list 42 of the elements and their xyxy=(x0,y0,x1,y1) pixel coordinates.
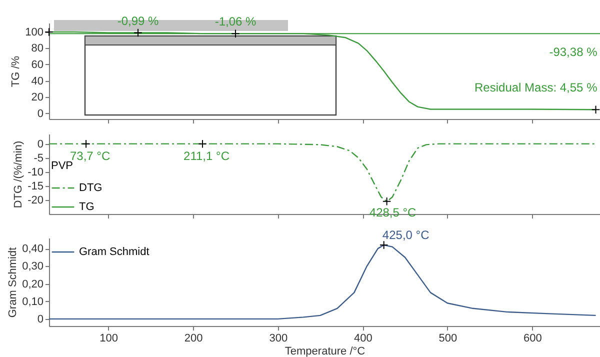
annotation: 211,1 °C xyxy=(184,148,230,163)
point xyxy=(134,28,142,38)
y-tick-label: -15 xyxy=(28,180,44,192)
legend-title: PVP xyxy=(51,160,74,172)
annotation: Residual Mass: 4,55 % xyxy=(474,80,598,94)
y-tick-label: 100 xyxy=(25,26,44,38)
y-tick-label: -10 xyxy=(28,166,44,178)
y-tick-label: 0,40 xyxy=(22,243,44,256)
point xyxy=(44,28,54,36)
point xyxy=(591,105,600,114)
annotation: -93,38 % xyxy=(549,44,598,59)
y-axis-title: Gram Schmidt xyxy=(7,247,20,318)
legend-label: TG xyxy=(79,201,94,213)
y-tick-label: 80 xyxy=(31,42,44,55)
y-tick-label: 0,20 xyxy=(22,278,44,290)
text: DTG xyxy=(79,182,102,194)
annotation: 425,0 °C xyxy=(382,228,430,242)
y-tick-label: 0 xyxy=(37,138,44,150)
y-tick-label: -5 xyxy=(34,152,44,164)
y-tick-label: 20 xyxy=(31,92,44,104)
x-axis-title: Temperature /°C xyxy=(284,346,366,357)
x-tick-label: 100 xyxy=(100,332,118,344)
y-axis-title: TG /% xyxy=(10,56,22,88)
y-axis-title: DTG /(%/min) xyxy=(12,140,25,208)
y-tick-label: 0 xyxy=(37,108,44,120)
x-tick-label: 500 xyxy=(438,332,458,344)
x-tick-label: 300 xyxy=(269,332,288,344)
annotation: -0,99 % xyxy=(117,14,160,28)
x-tick-label: 200 xyxy=(184,332,203,344)
x-tick-label: 400 xyxy=(354,332,372,344)
y-tick-label: 40 xyxy=(31,75,44,88)
line-series xyxy=(48,244,596,320)
x-tick-label: 600 xyxy=(524,332,542,344)
annotation: -1,06 % xyxy=(214,14,256,29)
line-series xyxy=(48,143,596,202)
y-tick-label: -20 xyxy=(28,194,44,206)
y-tick-label: 0 xyxy=(37,313,44,326)
point xyxy=(231,29,240,38)
legend-label: Gram Schmidt xyxy=(79,246,150,258)
y-tick-label: 0,10 xyxy=(22,296,44,308)
y-tick-label: 60 xyxy=(31,58,44,71)
y-tick-label: 0,30 xyxy=(22,260,44,273)
